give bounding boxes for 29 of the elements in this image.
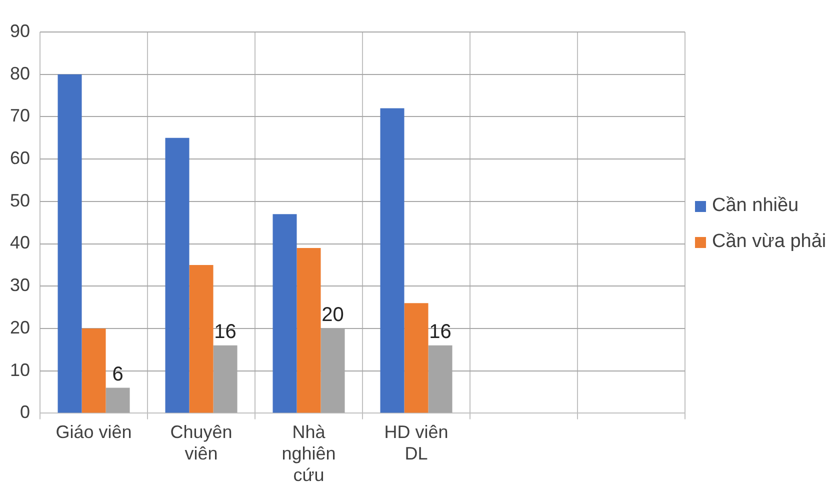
- data-label: 16: [214, 320, 236, 343]
- bar: [165, 138, 190, 413]
- y-tick-label: 20: [10, 317, 30, 338]
- x-tick-label: HD viên DL: [384, 422, 448, 464]
- y-tick-label: 50: [10, 190, 30, 210]
- bar: [380, 108, 404, 413]
- data-label: 16: [429, 320, 452, 343]
- bar: [58, 74, 82, 413]
- bar: [272, 214, 297, 413]
- bar: [106, 388, 130, 413]
- x-tick-label: Giáo viên: [56, 422, 132, 442]
- y-tick-label: 0: [20, 402, 30, 422]
- y-tick-label: 70: [10, 106, 30, 126]
- x-tick-label: Chuyên viên: [170, 422, 232, 464]
- data-label: 20: [322, 304, 344, 326]
- legend-label: Cần vừa phải: [712, 231, 826, 253]
- y-tick-label: 60: [10, 148, 30, 168]
- bar: [189, 264, 214, 413]
- x-tick-label: Nhà nghiên cứu: [282, 422, 336, 486]
- legend-label: Cần nhiều: [712, 195, 799, 217]
- bar: [82, 328, 106, 413]
- y-tick-label: 80: [10, 63, 30, 84]
- y-tick-label: 10: [10, 360, 30, 380]
- y-tick-label: 30: [10, 275, 30, 296]
- y-tick-label: 90: [10, 20, 30, 41]
- bar: [296, 248, 321, 413]
- data-label: 6: [112, 363, 124, 386]
- y-tick-label: 40: [10, 232, 30, 253]
- bar: [404, 303, 428, 413]
